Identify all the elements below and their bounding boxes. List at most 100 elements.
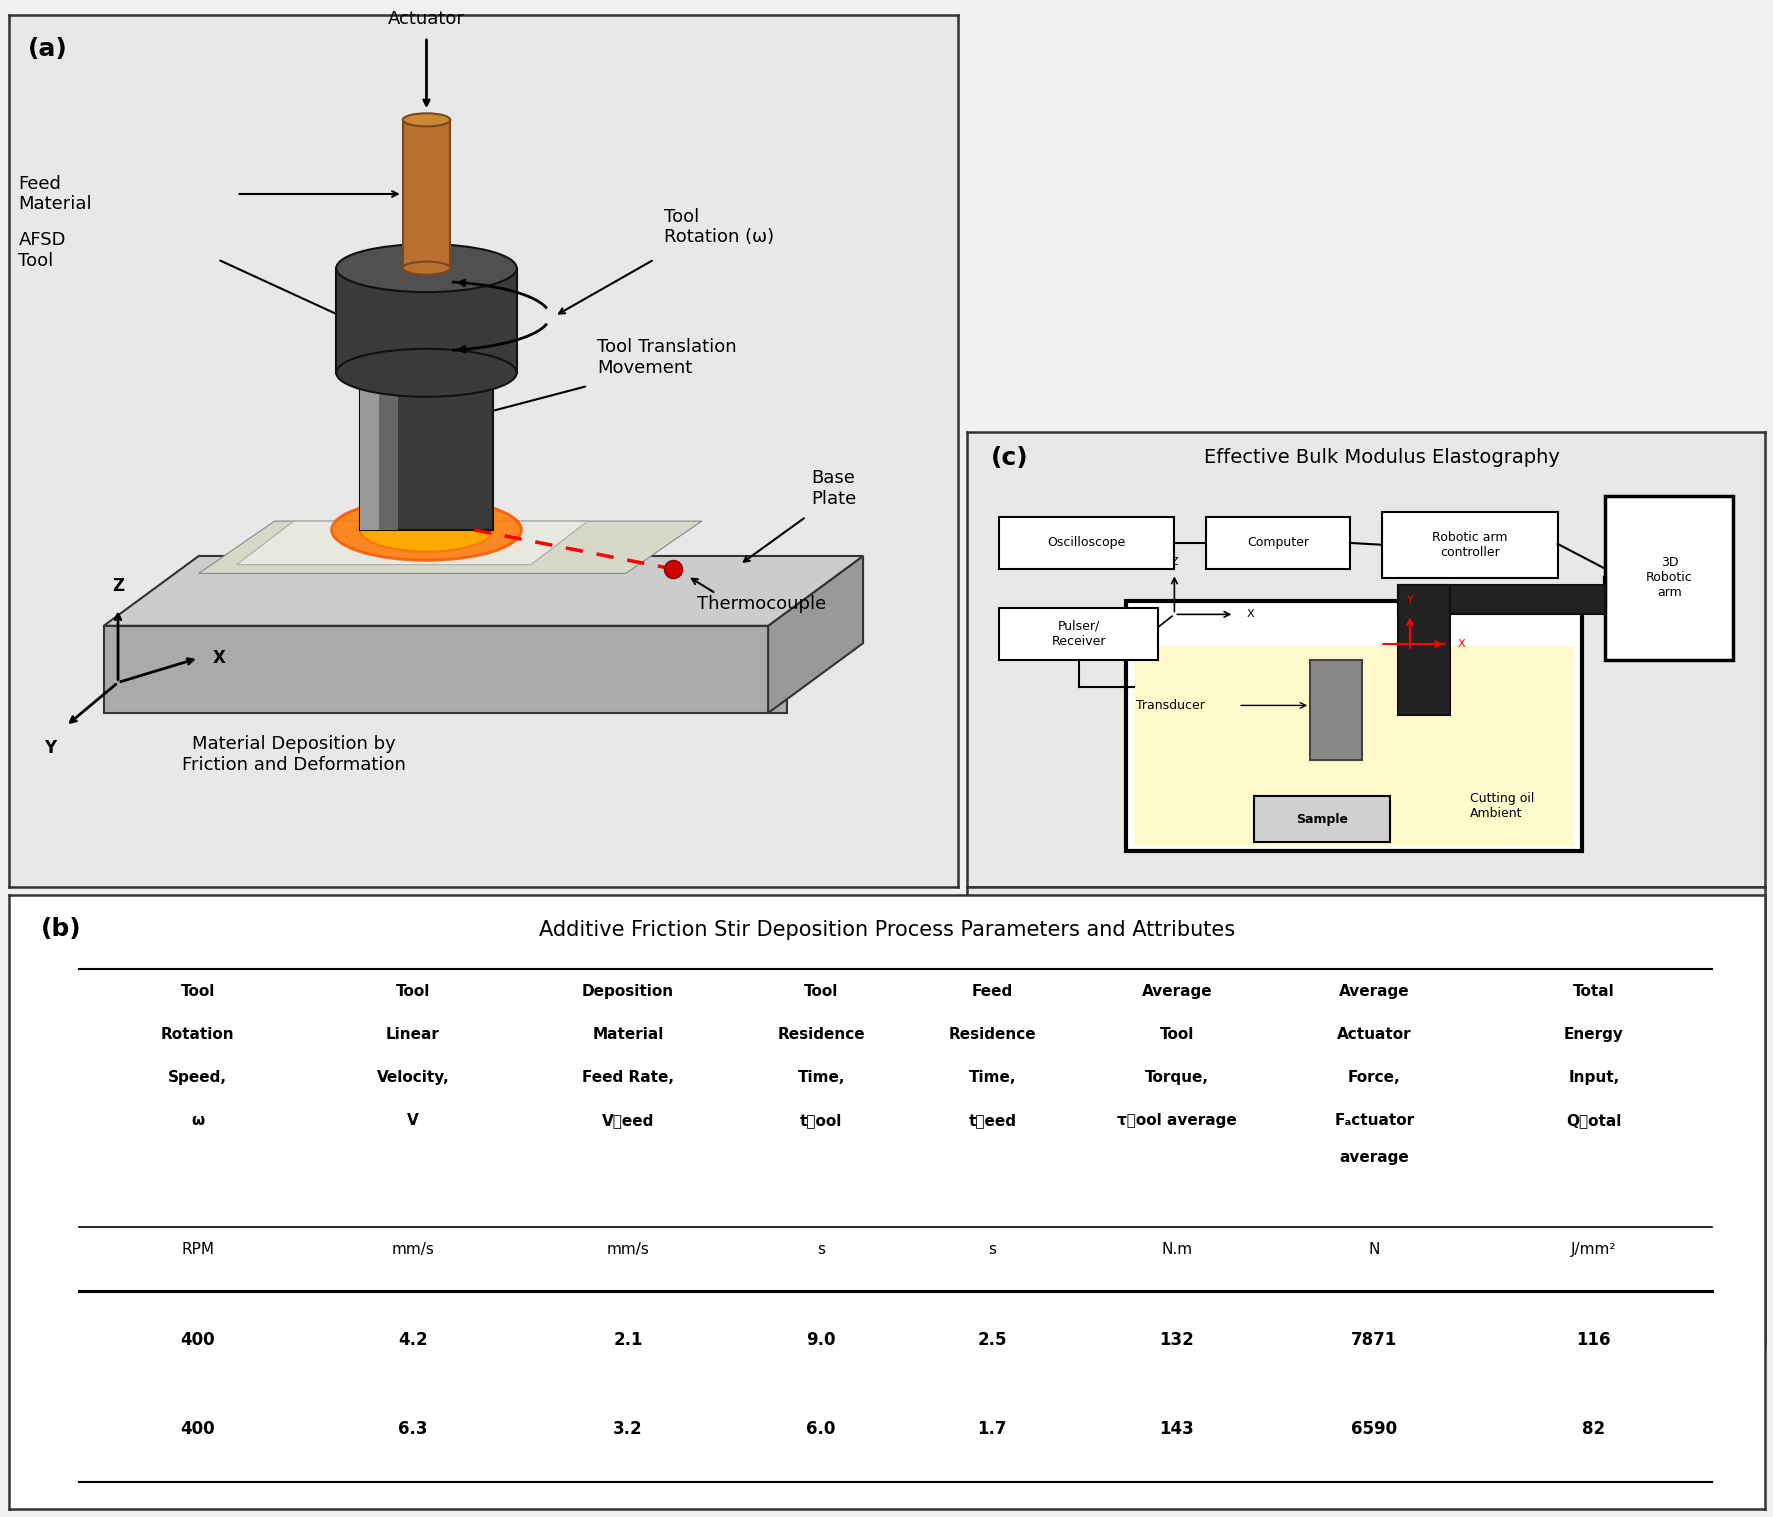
FancyBboxPatch shape bbox=[959, 1056, 1773, 1365]
Text: Sample: Sample bbox=[1296, 813, 1347, 825]
Circle shape bbox=[1262, 1059, 1277, 1068]
Text: X: X bbox=[1445, 1053, 1459, 1073]
Text: Velocity,: Velocity, bbox=[376, 1069, 449, 1085]
Text: 9.0: 9.0 bbox=[807, 1332, 835, 1349]
Text: Tool
Rotation (ω): Tool Rotation (ω) bbox=[663, 208, 773, 246]
Bar bbox=[1254, 796, 1390, 842]
Bar bbox=[1090, 1224, 1206, 1288]
Ellipse shape bbox=[332, 499, 521, 560]
Bar bbox=[360, 269, 381, 529]
Bar bbox=[1135, 646, 1573, 846]
Polygon shape bbox=[768, 557, 863, 713]
Ellipse shape bbox=[360, 250, 493, 285]
Text: Material Deposition by
Friction and Deformation: Material Deposition by Friction and Defo… bbox=[181, 734, 406, 774]
Bar bbox=[402, 120, 450, 269]
Text: Rotation: Rotation bbox=[161, 1027, 234, 1042]
Text: N.m: N.m bbox=[1161, 1242, 1191, 1258]
Text: 2.5: 2.5 bbox=[977, 1332, 1007, 1349]
Ellipse shape bbox=[402, 261, 450, 275]
Text: X: X bbox=[1245, 610, 1254, 619]
Text: Tool Translation
Movement: Tool Translation Movement bbox=[598, 338, 736, 378]
Text: t₞eed: t₞eed bbox=[968, 1113, 1016, 1129]
Text: Average: Average bbox=[1339, 985, 1410, 1000]
Text: τ₞ool average: τ₞ool average bbox=[1117, 1113, 1236, 1129]
Text: s: s bbox=[988, 1242, 996, 1258]
Text: Computer: Computer bbox=[1246, 536, 1308, 549]
Text: Fₐctuator: Fₐctuator bbox=[1333, 1113, 1413, 1129]
Text: 82: 82 bbox=[1582, 1420, 1605, 1438]
Text: Material: Material bbox=[592, 1027, 663, 1042]
Text: Time,: Time, bbox=[796, 1069, 844, 1085]
Text: 3.2: 3.2 bbox=[613, 1420, 642, 1438]
Text: Base
Plate: Base Plate bbox=[810, 469, 856, 508]
Text: Thermocouple: Thermocouple bbox=[697, 595, 826, 613]
Text: Tensile Samples Machined Along X
Direction (Tool Traverse Direction): Tensile Samples Machined Along X Directi… bbox=[1213, 901, 1550, 942]
Text: Tool: Tool bbox=[1160, 1027, 1193, 1042]
Text: Linear: Linear bbox=[387, 1027, 440, 1042]
Text: Actuator: Actuator bbox=[388, 11, 465, 29]
Text: Feed: Feed bbox=[972, 985, 1012, 1000]
Text: Total: Total bbox=[1573, 985, 1613, 1000]
Bar bbox=[1230, 1138, 1346, 1215]
Bar bbox=[1381, 513, 1557, 578]
Text: Transducer: Transducer bbox=[1135, 699, 1204, 711]
Text: Torque,: Torque, bbox=[1144, 1069, 1207, 1085]
Text: Effective Bulk Modulus Elastography: Effective Bulk Modulus Elastography bbox=[1204, 449, 1558, 467]
Text: Tool: Tool bbox=[181, 985, 215, 1000]
Bar bbox=[1308, 660, 1362, 760]
Text: 6590: 6590 bbox=[1351, 1420, 1397, 1438]
Bar bbox=[998, 516, 1174, 569]
Bar bbox=[1090, 1138, 1206, 1215]
Text: N: N bbox=[1369, 1242, 1379, 1258]
Text: Additive Friction Stir Deposition Process Parameters and Attributes: Additive Friction Stir Deposition Proces… bbox=[539, 919, 1234, 939]
Text: 4 mm: 4 mm bbox=[573, 529, 617, 545]
Bar bbox=[379, 269, 397, 529]
Text: Deposition: Deposition bbox=[582, 985, 674, 1000]
Text: Actuator: Actuator bbox=[1337, 1027, 1411, 1042]
Text: Z: Z bbox=[112, 578, 124, 595]
Text: Time,: Time, bbox=[968, 1069, 1016, 1085]
Text: RPM: RPM bbox=[181, 1242, 215, 1258]
Polygon shape bbox=[103, 557, 863, 627]
Text: Speed,: Speed, bbox=[168, 1069, 227, 1085]
Text: average: average bbox=[1339, 1150, 1408, 1165]
Text: Oscilloscope: Oscilloscope bbox=[1046, 536, 1126, 549]
Text: Z: Z bbox=[1227, 1053, 1241, 1073]
Ellipse shape bbox=[402, 114, 450, 126]
Text: Input,: Input, bbox=[1567, 1069, 1619, 1085]
Ellipse shape bbox=[360, 508, 493, 552]
Text: Y: Y bbox=[1406, 595, 1413, 605]
Bar bbox=[1206, 516, 1349, 569]
Text: Residence: Residence bbox=[949, 1027, 1035, 1042]
Text: 6.3: 6.3 bbox=[397, 1420, 427, 1438]
Bar bbox=[1512, 1138, 1608, 1215]
Ellipse shape bbox=[337, 349, 516, 397]
Text: s: s bbox=[817, 1242, 824, 1258]
Text: 3D
Robotic
arm: 3D Robotic arm bbox=[1645, 557, 1691, 599]
Bar bbox=[998, 608, 1158, 660]
Text: Tool: Tool bbox=[395, 985, 429, 1000]
Text: Feed
Material: Feed Material bbox=[18, 174, 92, 214]
Bar bbox=[1374, 1224, 1489, 1288]
Text: mm/s: mm/s bbox=[392, 1242, 434, 1258]
Text: Energy: Energy bbox=[1564, 1027, 1622, 1042]
Text: Q₞otal: Q₞otal bbox=[1566, 1113, 1621, 1129]
Text: V₞eed: V₞eed bbox=[601, 1113, 654, 1129]
Text: Average: Average bbox=[1140, 985, 1211, 1000]
Text: Tool: Tool bbox=[803, 985, 839, 1000]
FancyBboxPatch shape bbox=[1055, 1115, 1677, 1306]
Text: mm/s: mm/s bbox=[606, 1242, 649, 1258]
Text: t₞ool: t₞ool bbox=[800, 1113, 842, 1129]
Text: 4.2: 4.2 bbox=[397, 1332, 427, 1349]
Text: (a): (a) bbox=[28, 36, 67, 61]
Text: 132: 132 bbox=[1160, 1332, 1193, 1349]
Text: 1.7: 1.7 bbox=[977, 1420, 1007, 1438]
Text: Y: Y bbox=[1262, 977, 1277, 997]
Text: V: V bbox=[406, 1113, 418, 1129]
Text: 400: 400 bbox=[181, 1420, 215, 1438]
Text: 116: 116 bbox=[1576, 1332, 1610, 1349]
Polygon shape bbox=[103, 627, 787, 713]
Bar bbox=[360, 269, 493, 529]
Bar bbox=[1512, 1224, 1608, 1288]
Text: Residence: Residence bbox=[777, 1027, 865, 1042]
